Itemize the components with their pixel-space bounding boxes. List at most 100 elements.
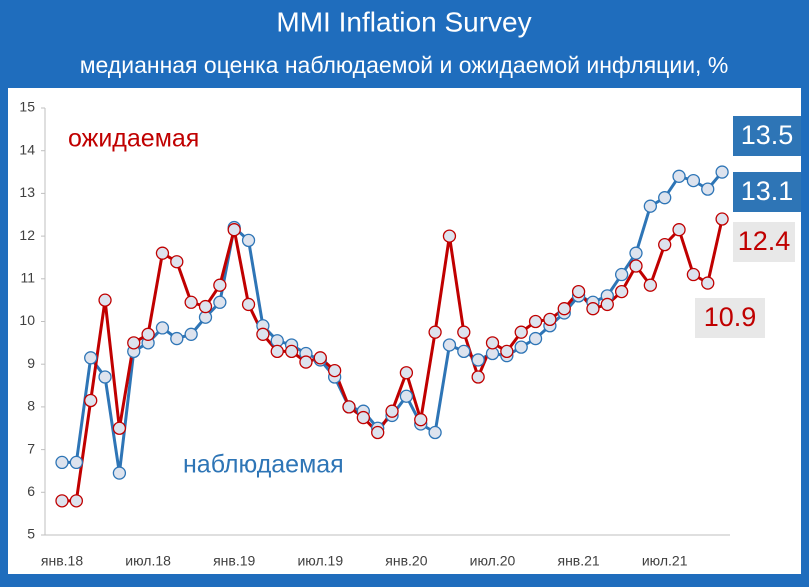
data-label: 10.9 <box>704 302 757 332</box>
marker <box>155 246 170 260</box>
x-tick-label: янв.19 <box>213 553 255 569</box>
marker <box>155 321 170 335</box>
marker <box>213 295 227 309</box>
marker <box>170 331 184 346</box>
marker <box>112 466 127 480</box>
marker <box>471 370 485 384</box>
marker <box>457 344 471 359</box>
marker <box>615 267 629 282</box>
plot-background <box>8 88 801 574</box>
marker <box>270 344 284 359</box>
marker <box>686 173 701 188</box>
marker <box>299 355 313 369</box>
y-tick-label: 7 <box>27 440 35 456</box>
data-label-box <box>733 222 795 262</box>
marker <box>356 410 371 425</box>
x-tick-label: янв.20 <box>385 553 427 569</box>
marker <box>127 336 141 350</box>
marker <box>471 353 485 367</box>
x-tick-label: янв.21 <box>557 553 599 569</box>
marker <box>629 259 643 273</box>
marker <box>658 237 672 252</box>
marker <box>715 212 729 226</box>
x-tick-label: июл.20 <box>470 553 516 569</box>
marker <box>98 370 112 384</box>
marker <box>457 325 471 339</box>
marker <box>385 404 399 418</box>
marker <box>342 400 356 414</box>
marker <box>371 425 385 440</box>
marker <box>629 246 643 260</box>
marker <box>241 297 256 312</box>
y-tick-label: 5 <box>27 526 35 542</box>
data-label-box <box>695 298 765 338</box>
marker <box>701 276 715 290</box>
data-label-box <box>733 116 801 156</box>
marker <box>500 344 514 359</box>
marker <box>485 336 500 350</box>
marker <box>643 278 657 292</box>
y-tick-label: 14 <box>19 141 35 157</box>
marker <box>586 302 600 316</box>
marker <box>213 278 227 292</box>
data-label: 13.5 <box>741 120 794 150</box>
marker <box>84 351 98 365</box>
marker <box>715 165 729 179</box>
marker <box>428 425 442 440</box>
data-label-box <box>733 172 801 212</box>
marker <box>84 393 98 408</box>
marker <box>284 344 299 359</box>
series-label: ожидаемая <box>68 125 199 153</box>
marker <box>658 191 672 205</box>
marker <box>227 223 241 237</box>
x-tick-label: янв.18 <box>41 553 83 569</box>
marker <box>672 169 686 183</box>
marker <box>686 267 701 282</box>
x-tick-label: июл.21 <box>642 553 688 569</box>
marker <box>184 327 198 341</box>
marker <box>69 455 83 470</box>
marker <box>600 297 614 312</box>
x-tick-label: июл.19 <box>297 553 343 569</box>
marker <box>399 366 414 380</box>
marker <box>543 312 557 327</box>
x-tick-label: июл.18 <box>125 553 171 569</box>
marker <box>672 223 686 237</box>
marker <box>428 325 442 339</box>
marker <box>571 284 586 299</box>
marker <box>514 325 528 339</box>
marker <box>112 421 127 435</box>
marker <box>701 182 715 196</box>
marker <box>557 302 571 316</box>
marker <box>141 327 155 341</box>
marker <box>198 299 213 314</box>
marker <box>313 351 327 365</box>
marker <box>327 363 342 378</box>
data-label: 13.1 <box>741 176 794 206</box>
marker <box>55 455 69 470</box>
y-tick-label: 12 <box>19 227 35 243</box>
y-tick-label: 6 <box>27 483 35 499</box>
marker <box>55 494 69 508</box>
data-label: 12.4 <box>738 226 791 256</box>
marker <box>528 314 543 329</box>
y-tick-label: 13 <box>19 184 35 200</box>
marker <box>615 284 629 299</box>
y-tick-label: 8 <box>27 398 35 414</box>
marker <box>184 295 198 309</box>
marker <box>414 413 428 427</box>
series-label: наблюдаемая <box>183 451 344 479</box>
marker <box>442 229 457 243</box>
marker <box>170 255 184 269</box>
chart-title: MMI Inflation Survey <box>276 6 531 37</box>
marker <box>643 199 657 213</box>
y-tick-label: 10 <box>19 312 35 328</box>
marker <box>69 494 83 508</box>
y-tick-label: 11 <box>20 270 35 286</box>
marker <box>98 293 112 307</box>
marker <box>256 327 270 341</box>
marker <box>514 340 528 354</box>
marker <box>528 331 543 346</box>
chart-subtitle: медианная оценка наблюдаемой и ожидаемой… <box>80 52 729 78</box>
